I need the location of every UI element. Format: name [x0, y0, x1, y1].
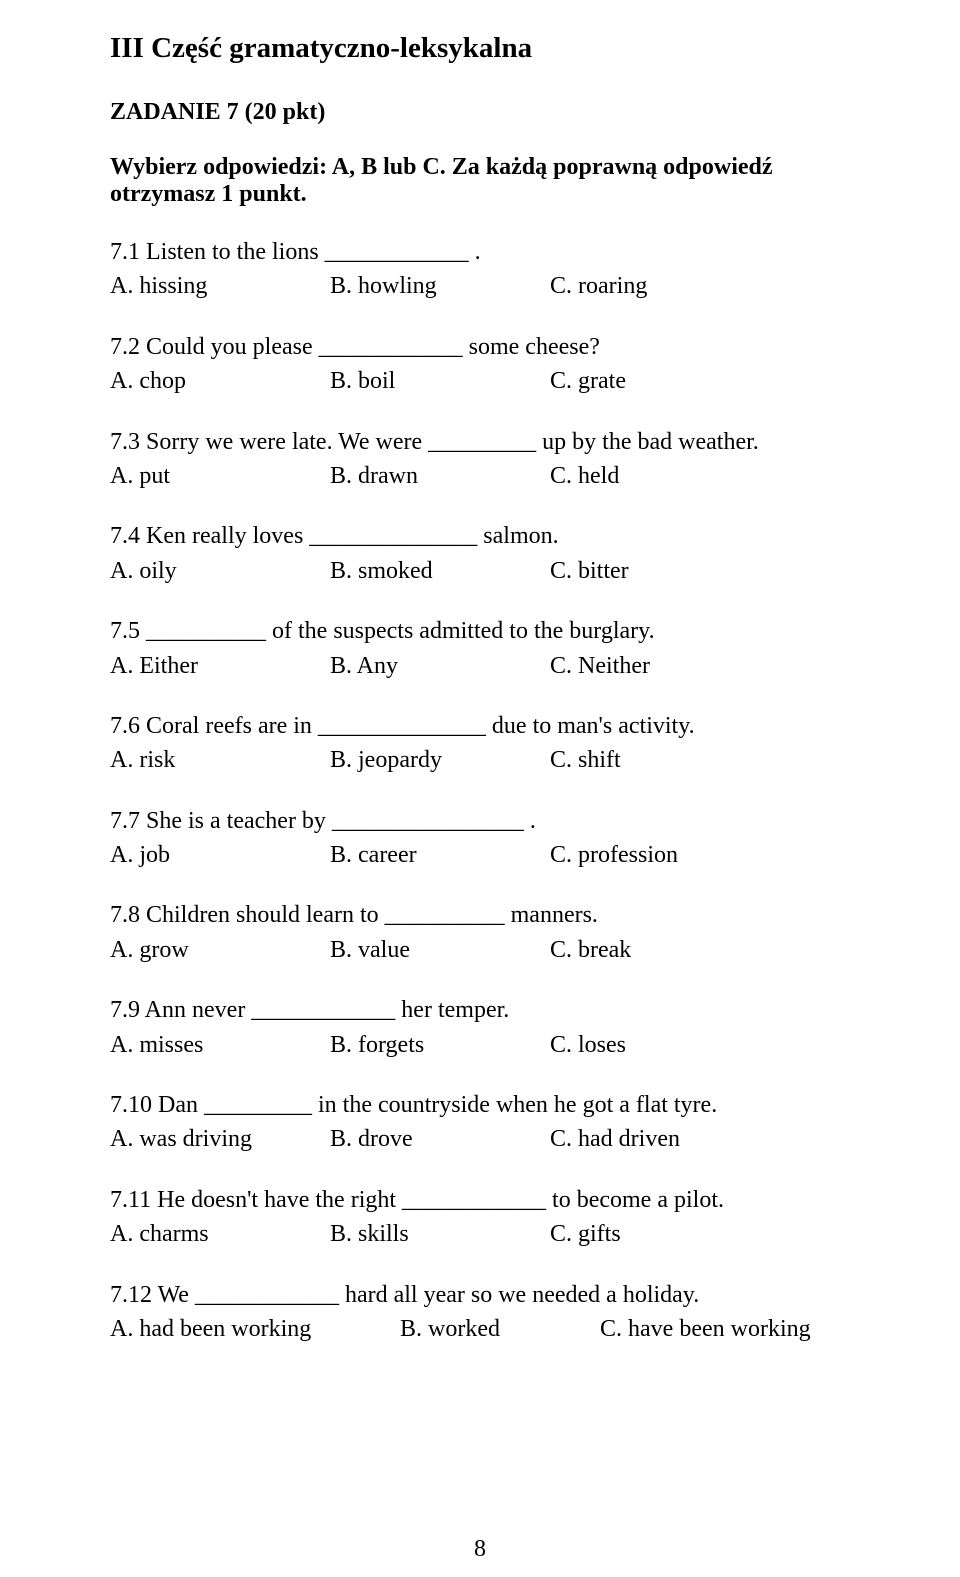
options-row: A. putB. drawnC. held — [110, 460, 850, 492]
option-a: A. was driving — [110, 1123, 330, 1155]
option-a: A. put — [110, 460, 330, 492]
question-item: 7.11 He doesn't have the right _________… — [110, 1184, 850, 1251]
option-b: B. worked — [400, 1313, 600, 1345]
question-prompt: 7.4 Ken really loves ______________ salm… — [110, 520, 850, 552]
question-prompt: 7.12 We ____________ hard all year so we… — [110, 1279, 850, 1311]
question-prompt: 7.2 Could you please ____________ some c… — [110, 331, 850, 363]
option-a: A. hissing — [110, 270, 330, 302]
option-b: B. smoked — [330, 555, 550, 587]
option-a: A. charms — [110, 1218, 330, 1250]
option-b: B. career — [330, 839, 550, 871]
question-prompt: 7.6 Coral reefs are in ______________ du… — [110, 710, 850, 742]
options-row: A. chopB. boilC. grate — [110, 365, 850, 397]
question-item: 7.10 Dan _________ in the countryside wh… — [110, 1089, 850, 1156]
question-item: 7.8 Children should learn to __________ … — [110, 899, 850, 966]
question-prompt: 7.10 Dan _________ in the countryside wh… — [110, 1089, 850, 1121]
option-c: C. roaring — [550, 270, 647, 302]
option-a: A. risk — [110, 744, 330, 776]
options-row: A. charmsB. skillsC. gifts — [110, 1218, 850, 1250]
option-a: A. Either — [110, 650, 330, 682]
question-prompt: 7.5 __________ of the suspects admitted … — [110, 615, 850, 647]
options-row: A. oilyB. smokedC. bitter — [110, 555, 850, 587]
option-a: A. job — [110, 839, 330, 871]
option-c: C. break — [550, 934, 631, 966]
task-title: ZADANIE 7 (20 pkt) — [110, 99, 850, 126]
option-c: C. gifts — [550, 1218, 621, 1250]
question-item: 7.1 Listen to the lions ____________ .A.… — [110, 236, 850, 303]
instruction-text: Wybierz odpowiedzi: A, B lub C. Za każdą… — [110, 154, 850, 208]
section-title: III Część gramatyczno-leksykalna — [110, 32, 850, 65]
question-item: 7.9 Ann never ____________ her temper.A.… — [110, 994, 850, 1061]
option-c: C. profession — [550, 839, 678, 871]
option-a: A. misses — [110, 1029, 330, 1061]
option-a: A. oily — [110, 555, 330, 587]
option-b: B. value — [330, 934, 550, 966]
options-row: A. was drivingB. droveC. had driven — [110, 1123, 850, 1155]
question-prompt: 7.7 She is a teacher by ________________… — [110, 805, 850, 837]
option-c: C. bitter — [550, 555, 629, 587]
question-item: 7.5 __________ of the suspects admitted … — [110, 615, 850, 682]
option-a: A. had been working — [110, 1313, 400, 1345]
question-item: 7.2 Could you please ____________ some c… — [110, 331, 850, 398]
question-item: 7.3 Sorry we were late. We were ________… — [110, 426, 850, 493]
question-item: 7.6 Coral reefs are in ______________ du… — [110, 710, 850, 777]
page-number: 8 — [0, 1536, 960, 1563]
question-prompt: 7.8 Children should learn to __________ … — [110, 899, 850, 931]
options-row: A. had been workingB. workedC. have been… — [110, 1313, 850, 1345]
question-prompt: 7.1 Listen to the lions ____________ . — [110, 236, 850, 268]
options-row: A. hissingB. howlingC. roaring — [110, 270, 850, 302]
option-c: C. grate — [550, 365, 626, 397]
option-a: A. grow — [110, 934, 330, 966]
options-row: A. missesB. forgetsC. loses — [110, 1029, 850, 1061]
option-c: C. held — [550, 460, 619, 492]
option-b: B. jeopardy — [330, 744, 550, 776]
question-item: 7.12 We ____________ hard all year so we… — [110, 1279, 850, 1346]
page-container: III Część gramatyczno-leksykalna ZADANIE… — [0, 0, 960, 1577]
option-c: C. shift — [550, 744, 621, 776]
question-prompt: 7.3 Sorry we were late. We were ________… — [110, 426, 850, 458]
option-b: B. Any — [330, 650, 550, 682]
question-item: 7.7 She is a teacher by ________________… — [110, 805, 850, 872]
option-b: B. howling — [330, 270, 550, 302]
question-prompt: 7.11 He doesn't have the right _________… — [110, 1184, 850, 1216]
options-row: A. growB. valueC. break — [110, 934, 850, 966]
option-b: B. drawn — [330, 460, 550, 492]
options-row: A. EitherB. AnyC. Neither — [110, 650, 850, 682]
options-row: A. jobB. careerC. profession — [110, 839, 850, 871]
option-c: C. had driven — [550, 1123, 680, 1155]
option-b: B. skills — [330, 1218, 550, 1250]
question-item: 7.4 Ken really loves ______________ salm… — [110, 520, 850, 587]
option-b: B. forgets — [330, 1029, 550, 1061]
question-list: 7.1 Listen to the lions ____________ .A.… — [110, 236, 850, 1345]
question-prompt: 7.9 Ann never ____________ her temper. — [110, 994, 850, 1026]
options-row: A. riskB. jeopardyC. shift — [110, 744, 850, 776]
option-b: B. boil — [330, 365, 550, 397]
option-c: C. Neither — [550, 650, 650, 682]
option-a: A. chop — [110, 365, 330, 397]
option-b: B. drove — [330, 1123, 550, 1155]
option-c: C. have been working — [600, 1313, 811, 1345]
option-c: C. loses — [550, 1029, 626, 1061]
